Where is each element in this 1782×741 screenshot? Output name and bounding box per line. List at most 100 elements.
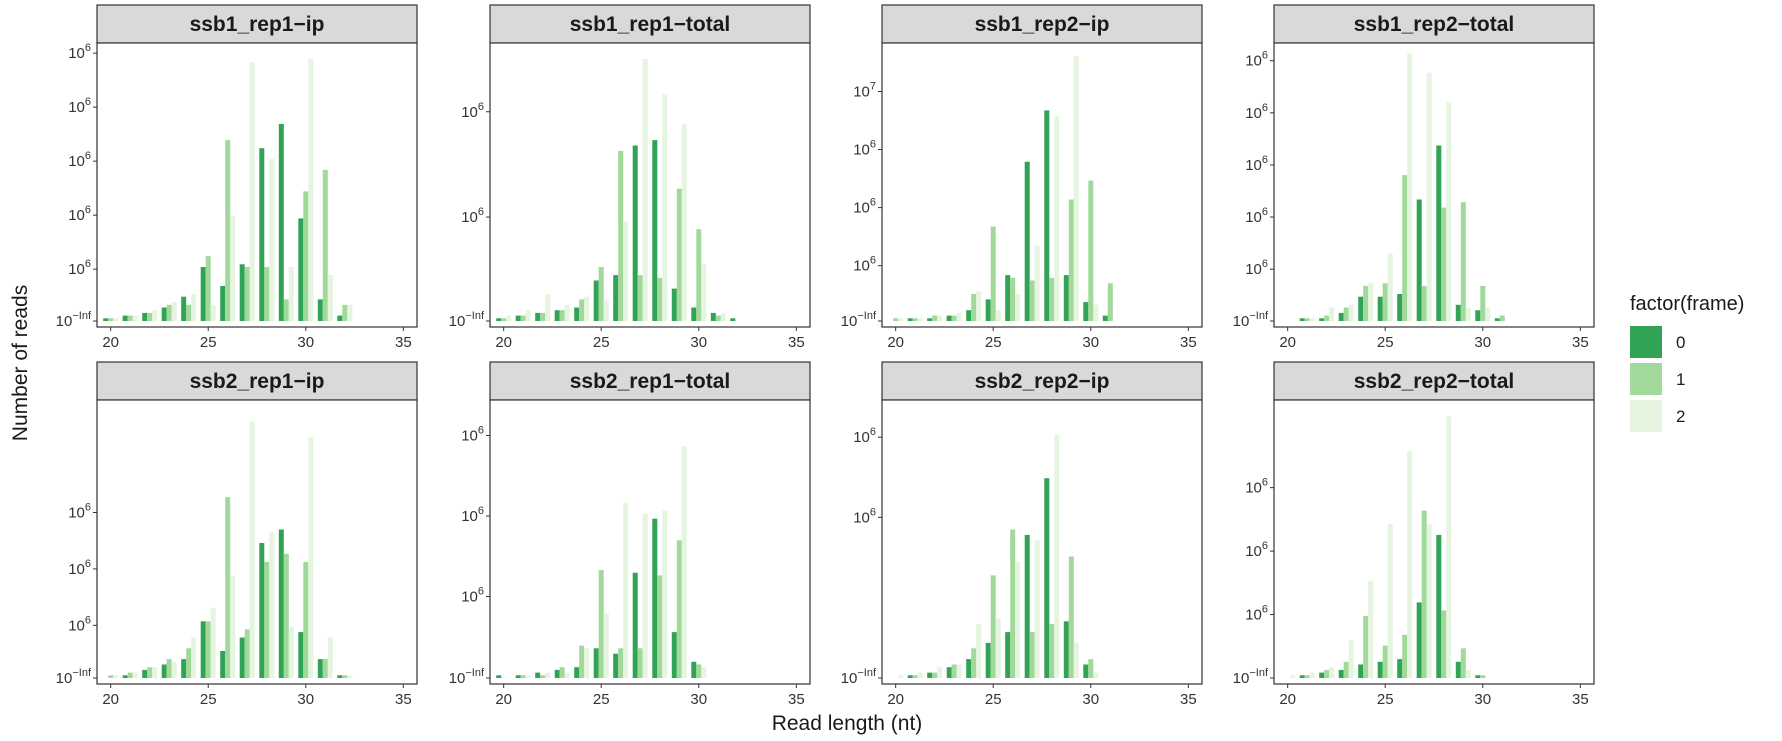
bar-frame-0 xyxy=(574,667,580,678)
bar-frame-0 xyxy=(317,659,323,678)
bar-frame-1 xyxy=(205,621,211,678)
bar-frame-2 xyxy=(288,626,294,678)
bar-frame-2 xyxy=(506,315,512,321)
bar-frame-0 xyxy=(337,315,343,321)
bar-frame-0 xyxy=(691,661,697,678)
bar-frame-2 xyxy=(288,267,294,321)
bar-frame-2 xyxy=(327,275,333,321)
bar-frame-1 xyxy=(147,667,153,678)
panel-background xyxy=(882,400,1202,684)
y-tick-label: 106 xyxy=(1245,258,1268,278)
panel-border xyxy=(881,42,1203,328)
y-tick-label: 106 xyxy=(68,96,91,116)
bar-frame-2 xyxy=(603,299,609,321)
facet-strip xyxy=(96,361,418,401)
x-tick-label: 20 xyxy=(495,691,512,708)
bar-frame-0 xyxy=(1083,302,1089,321)
y-tick-label: 106 xyxy=(461,425,484,445)
bar-frame-1 xyxy=(303,191,309,321)
bar-frame-1 xyxy=(1304,318,1310,321)
x-tick-label: 30 xyxy=(1082,334,1099,351)
bar-frame-1 xyxy=(303,561,309,678)
bar-frame-1 xyxy=(1460,648,1466,678)
facet-panel: ssb1_rep2−total 10−Inf 106 106 106 106 106 20 25… xyxy=(1233,4,1595,351)
bar-frame-0 xyxy=(946,667,952,678)
y-tick-label: 10−Inf xyxy=(449,310,485,330)
bar-frame-0 xyxy=(1083,664,1089,678)
bar-frame-2 xyxy=(230,215,236,321)
bar-frame-2 xyxy=(662,510,668,678)
y-tick-label: 106 xyxy=(853,506,876,526)
bar-frame-1 xyxy=(520,675,526,678)
bar-frame-2 xyxy=(308,59,314,321)
bar-frame-0 xyxy=(161,307,167,321)
bar-frame-2 xyxy=(1309,672,1315,678)
y-tick-label: 106 xyxy=(461,206,484,226)
bar-frame-1 xyxy=(932,315,938,321)
bar-frame-1 xyxy=(1343,661,1349,678)
bar-frame-1 xyxy=(1049,624,1055,678)
bar-frame-1 xyxy=(264,267,270,321)
bars xyxy=(1290,416,1486,678)
bar-frame-2 xyxy=(623,502,629,678)
x-tick-label: 30 xyxy=(1082,691,1099,708)
panel-background xyxy=(1274,400,1594,684)
bar-frame-0 xyxy=(200,621,206,678)
bar-frame-2 xyxy=(545,294,551,321)
bar-frame-1 xyxy=(264,561,270,678)
bar-frame-0 xyxy=(142,312,148,321)
facet-title: ssb1_rep1−ip xyxy=(190,13,325,36)
bar-frame-2 xyxy=(1093,304,1099,321)
bar-frame-2 xyxy=(898,675,904,678)
bar-frame-1 xyxy=(244,267,250,321)
x-tick-label: 35 xyxy=(1572,691,1589,708)
bar-frame-1 xyxy=(342,304,348,321)
bar-frame-2 xyxy=(1015,561,1021,678)
facet-panel: ssb2_rep2−total 10−Inf 106 106 106 20 25 30 35 xyxy=(1233,361,1595,708)
bar-frame-1 xyxy=(657,277,663,321)
x-tick-label: 25 xyxy=(200,334,217,351)
bar-frame-1 xyxy=(676,188,682,321)
bar-frame-1 xyxy=(676,540,682,678)
bar-frame-1 xyxy=(1480,675,1486,678)
facet-title: ssb1_rep2−ip xyxy=(975,13,1110,36)
bar-frame-1 xyxy=(1441,610,1447,678)
bar-frame-1 xyxy=(1363,285,1369,321)
bar-frame-2 xyxy=(1387,253,1393,321)
bar-frame-2 xyxy=(525,310,531,321)
bar-frame-2 xyxy=(995,618,1001,678)
bar-frame-1 xyxy=(1402,175,1408,321)
bar-frame-2 xyxy=(662,94,668,321)
bar-frame-2 xyxy=(1093,672,1099,678)
bar-frame-1 xyxy=(127,315,133,321)
bar-frame-0 xyxy=(1475,310,1481,321)
panel-background xyxy=(1274,43,1594,327)
bar-frame-1 xyxy=(893,318,899,321)
x-tick-label: 20 xyxy=(1279,691,1296,708)
panel-border xyxy=(1273,399,1595,685)
bars xyxy=(1299,53,1505,321)
bar-frame-2 xyxy=(584,648,590,678)
bar-frame-0 xyxy=(1102,315,1108,321)
bar-frame-2 xyxy=(269,159,275,321)
legend-swatch xyxy=(1630,326,1662,358)
panel-border xyxy=(96,42,418,328)
bar-frame-0 xyxy=(1397,659,1403,678)
y-tick-label: 106 xyxy=(1245,604,1268,624)
bar-frame-2 xyxy=(681,445,687,678)
bars xyxy=(108,421,353,678)
bar-frame-0 xyxy=(554,310,560,321)
bar-frame-2 xyxy=(152,667,158,678)
panel-background xyxy=(97,400,417,684)
bar-frame-0 xyxy=(220,651,226,678)
bar-frame-1 xyxy=(108,675,114,678)
bar-frame-2 xyxy=(152,310,158,321)
legend-swatch xyxy=(1630,400,1662,432)
bar-frame-1 xyxy=(205,256,211,321)
panel-background xyxy=(97,43,417,327)
x-tick-label: 25 xyxy=(593,691,610,708)
bar-frame-0 xyxy=(907,675,913,678)
bar-frame-2 xyxy=(564,304,570,321)
y-tick-label: 106 xyxy=(1245,540,1268,560)
